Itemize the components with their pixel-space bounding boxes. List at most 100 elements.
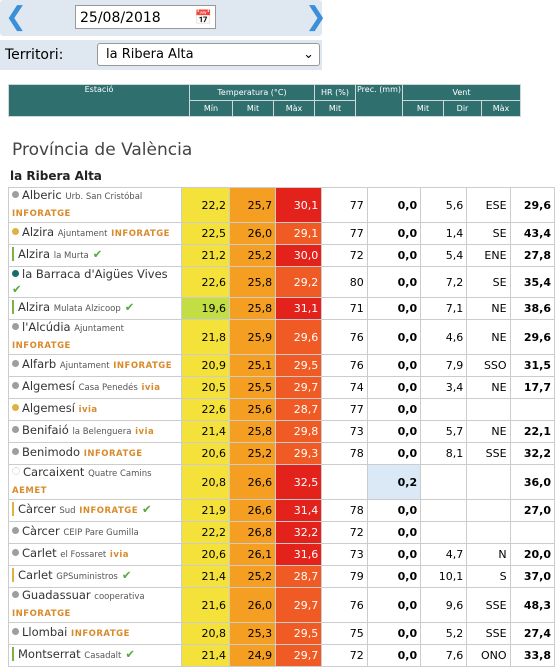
station-cell: Alzira Ajuntament INFORATGE [7,222,183,245]
value-cell: 72 [321,644,368,667]
value-cell: 8,1 [420,442,468,465]
territory-select[interactable]: la Ribera Alta ⌄ [97,43,320,66]
value-cell: 74 [321,376,368,399]
station-cell: Alberic Urb. San Cristóbal INFORATGE [7,187,183,223]
value-cell: SSE [466,622,511,645]
station-source: AEMET [12,486,47,496]
value-cell [466,499,511,522]
value-cell: 28,7 [275,398,323,421]
value-cell: 30,0 [275,244,323,267]
value-cell: 7,2 [420,266,468,298]
value-cell: 7,1 [420,297,468,320]
value-cell: 31,4 [275,499,323,522]
value-cell: 17,7 [509,376,555,399]
value-cell: 0,0 [366,319,422,355]
station-name: Alfarb [22,357,57,371]
station-marker [12,426,19,433]
value-cell: 22,6 [181,266,231,298]
value-cell [420,398,468,421]
value-cell: 3,4 [420,376,468,399]
check-icon: ✔ [117,568,132,582]
value-cell: 1,4 [420,222,468,245]
value-cell [509,398,555,421]
station-cell: Algemesí Casa Penedés ivia [7,376,183,399]
station-detail: la Belenguera [72,427,132,437]
station-row: Càrcer Sud INFORATGE ✔ 21,9 26,6 31,4 78 0,0 2… [7,499,555,522]
station-cell: Alzira Mulata Alzicoop ✔ [7,297,183,320]
station-row: Benifaió la Belenguera ivia 21,4 25,8 29,8 7… [7,420,555,443]
territory-bar: Territori: la Ribera Alta ⌄ [0,40,322,70]
value-cell: 5,6 [420,187,468,223]
station-row: Alzira Ajuntament INFORATGE 22,5 26,0 29,1 7… [7,222,555,245]
value-cell: 31,6 [275,543,323,566]
value-cell [466,398,511,421]
sub-header: Màx [273,100,315,117]
station-row: la Barraca d'Aigües Vives ✔ 22,6 25,8 29,2 8… [7,266,555,298]
value-cell [466,521,511,544]
value-cell: 25,1 [229,354,277,377]
station-marker [12,527,19,534]
station-marker [12,323,19,330]
station-name: Alzira [18,247,51,261]
value-cell: 21,2 [181,244,231,267]
station-detail: GPSuministros [56,572,118,582]
station-name: l'Alcúdia [22,320,71,334]
station-marker [12,191,19,198]
station-source: INFORATGE [111,229,170,239]
value-cell: 0,0 [366,354,422,377]
value-cell: 20,5 [181,376,231,399]
value-cell: 25,2 [229,244,277,267]
sub-header: Mit [314,100,356,117]
value-cell: 22,1 [509,420,555,443]
value-cell: 79 [321,565,368,588]
value-cell: NE [466,319,511,355]
value-cell: 29,1 [275,222,323,245]
station-source: ivia [135,427,155,437]
prev-day[interactable]: ❮ [5,2,27,32]
station-cell: Algemesí ivia [7,398,183,421]
value-cell: 26,0 [229,222,277,245]
sub-header: Màx [481,100,521,117]
station-detail: Urb. San Cristóbal [65,192,143,202]
station-marker [12,247,14,261]
value-cell: 21,8 [181,319,231,355]
station-marker [12,404,19,411]
station-cell: Càrcer CEIP Pare Gumilla [7,521,183,544]
value-cell: 25,7 [229,187,277,223]
next-day[interactable]: ❯ [305,2,327,32]
value-cell [420,499,468,522]
value-cell: 0,0 [366,420,422,443]
station-detail: Casadalt [84,651,122,661]
value-cell: 25,8 [229,297,277,320]
station-marker [12,270,19,277]
station-cell: Alzira la Murta ✔ [7,244,183,267]
value-cell: 7,9 [420,354,468,377]
station-source: ivia [109,550,130,560]
value-cell: 71 [321,297,368,320]
value-cell: 73 [321,543,368,566]
value-cell: 32,5 [275,464,323,500]
sub-header: Mit [402,100,444,117]
col-precipitation: Prec. (mm) [355,84,403,117]
station-row: Algemesí Casa Penedés ivia 20,5 25,5 29,7 74… [7,376,555,399]
value-cell: 29,8 [275,420,323,443]
value-cell: 26,6 [229,464,277,500]
value-cell: SSE [466,442,511,465]
station-row: Alfarb Ajuntament INFORATGE 20,9 25,1 29,5 7… [7,354,555,377]
station-name: Càrcer [18,502,56,516]
value-cell: 26,0 [229,587,277,623]
station-name: Carcaixent [23,465,85,479]
station-row: Carlet GPSuministros ✔ 21,4 25,2 28,7 79 0,0 1… [7,565,555,588]
value-cell: 28,7 [275,565,323,588]
station-marker [12,502,14,516]
station-name: la Barraca d'Aigües Vives [22,267,168,281]
value-cell: 0,0 [366,244,422,267]
value-cell: 27,0 [509,499,555,522]
value-cell: 0,0 [366,222,422,245]
value-cell: 77 [321,222,368,245]
station-row: Algemesí ivia 22,6 25,6 28,7 77 0,0 [7,398,555,421]
value-cell: 20,8 [181,464,231,500]
value-cell [509,521,555,544]
value-cell [420,464,468,500]
date-input[interactable]: 25/08/2018 📅 [75,5,216,29]
